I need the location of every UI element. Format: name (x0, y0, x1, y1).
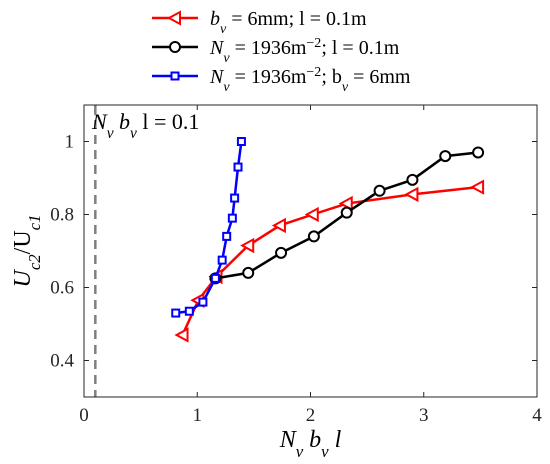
data-point (373, 184, 386, 197)
data-point (222, 231, 232, 241)
x-tick-label: 1 (193, 405, 203, 426)
data-point (171, 308, 181, 318)
legend-label: Nv = 1936m−2; l = 0.1m (209, 36, 400, 66)
series-line (175, 141, 243, 315)
y-tick-label: 1 (65, 132, 75, 153)
data-point (242, 266, 255, 279)
data-point (166, 10, 181, 26)
data-point (169, 41, 181, 53)
data-point (439, 150, 452, 163)
legend-entry: Nv = 1936m−2; bv = 6mm (152, 65, 411, 95)
data-point (406, 173, 419, 186)
ticks: 0 1 2 3 4 0.4 0.6 0.8 1 (50, 105, 542, 426)
data-point (233, 162, 243, 172)
legend-label: bv = 6mm; l = 0.1m (210, 8, 367, 37)
x-axis-label: Nv bv l (279, 427, 342, 461)
data-point (170, 71, 180, 81)
plot-area: 0 1 2 3 4 0.4 0.6 0.8 1 Nv bv l = 0.1 (50, 104, 542, 426)
series-group (171, 137, 485, 343)
data-point (210, 273, 220, 283)
data-point (184, 306, 194, 316)
legend-entry: bv = 6mm; l = 0.1m (152, 8, 367, 37)
series-2 (171, 137, 246, 318)
y-tick-label: 0.4 (50, 351, 74, 372)
data-point (340, 206, 353, 219)
y-axis-label: Uc2/Uc1 (10, 214, 44, 287)
x-tick-label: 3 (419, 405, 429, 426)
data-point (404, 186, 419, 203)
data-point (240, 237, 255, 254)
x-tick-label: 0 (79, 405, 89, 426)
y-tick-label: 0.8 (50, 205, 74, 226)
data-point (230, 193, 240, 203)
data-point (236, 137, 246, 146)
data-point (271, 217, 286, 234)
legend-label: Nv = 1936m−2; bv = 6mm (209, 65, 411, 95)
data-point (198, 297, 208, 307)
plot-background (84, 105, 537, 397)
x-tick-label: 2 (306, 405, 316, 426)
data-point (472, 146, 485, 159)
data-point (217, 255, 227, 265)
data-point (338, 195, 353, 212)
reference-line-label: Nv bv l = 0.1 (91, 109, 199, 142)
data-point (304, 206, 319, 223)
series-1 (209, 146, 485, 285)
data-point (174, 327, 189, 343)
data-point (470, 179, 485, 195)
data-point (275, 246, 288, 259)
x-tick-label: 4 (532, 405, 542, 426)
data-point (227, 213, 237, 223)
legend-entry: Nv = 1936m−2; l = 0.1m (152, 36, 400, 66)
data-point (307, 230, 320, 243)
y-tick-label: 0.6 (50, 278, 74, 299)
